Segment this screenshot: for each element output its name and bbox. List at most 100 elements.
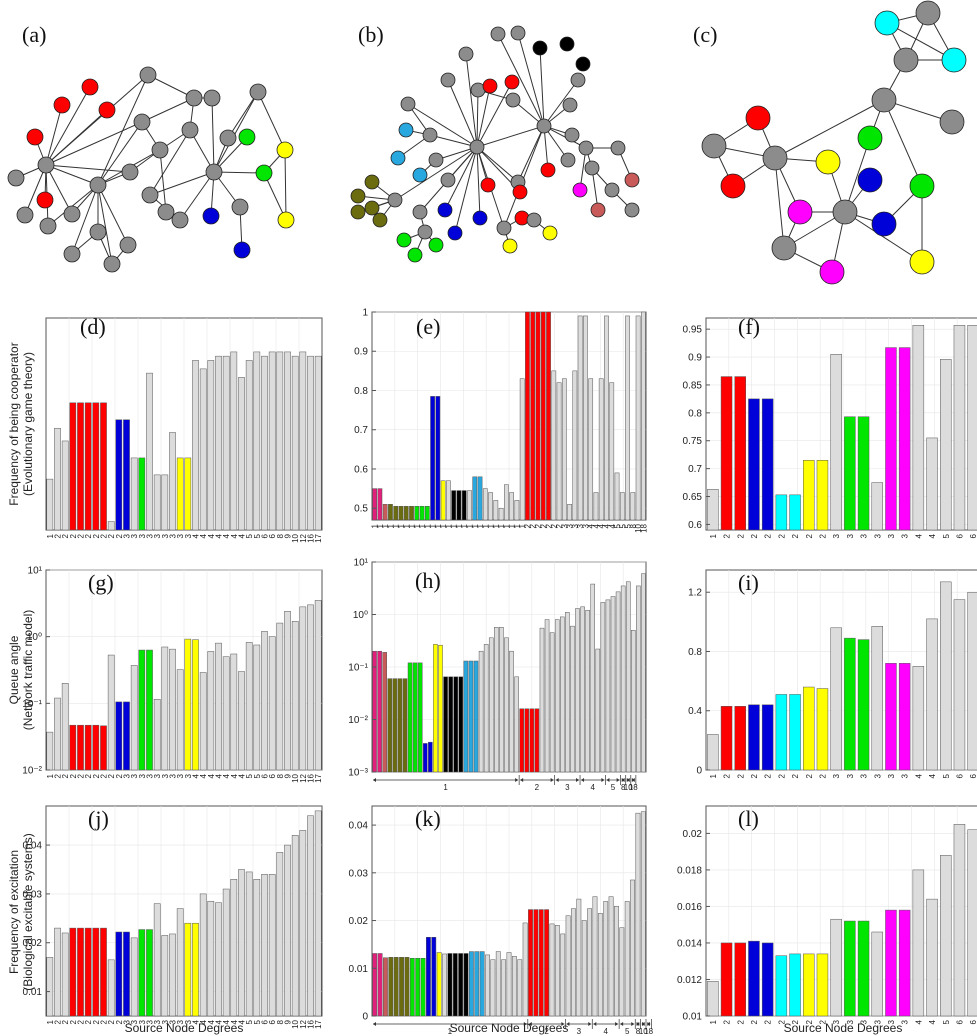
- network-edge: [476, 125, 545, 148]
- x-tick-label: 4: [238, 773, 247, 778]
- bar: [554, 925, 560, 1017]
- bar: [138, 929, 146, 1017]
- network-node: [624, 202, 640, 218]
- bar: [630, 492, 636, 521]
- y-tick-label: 10⁻¹: [22, 699, 42, 710]
- bar: [593, 492, 599, 521]
- y-tick-label: 0.03: [349, 868, 369, 879]
- x-tick-label: 10: [291, 773, 300, 782]
- bar: [600, 602, 606, 773]
- group-label: 4: [590, 783, 595, 792]
- x-tick-label: 2: [818, 533, 827, 538]
- panel-label: (h): [415, 568, 441, 593]
- network-node: [16, 206, 34, 224]
- x-tick-label: 2: [107, 533, 116, 538]
- network-edge: [97, 121, 143, 186]
- network-node: [915, 0, 941, 26]
- y-tick-label: 0.014: [677, 938, 702, 949]
- bar: [463, 660, 469, 773]
- bar: [857, 416, 870, 531]
- bar: [440, 480, 446, 521]
- bar: [199, 368, 207, 531]
- bar: [488, 637, 494, 773]
- group-arrowhead: [581, 778, 585, 782]
- network-edge: [444, 146, 478, 211]
- bar: [146, 649, 153, 771]
- group-label: 3: [577, 1027, 582, 1036]
- y-tick-label: 0.8: [354, 386, 368, 397]
- chart-f: 0.60.650.70.750.80.850.90.951 2 2 2 2 2 2 2 2 3 3 3…: [683, 317, 977, 538]
- x-tick-label: 5: [624, 523, 633, 528]
- bar: [276, 852, 284, 1017]
- x-tick-label: 2: [818, 773, 827, 778]
- panel-label: (a): [22, 22, 46, 47]
- x-tick-label: 18: [639, 523, 648, 532]
- y-axis-label: (Network traffic model): [21, 610, 35, 730]
- y-tick-label: 0.6: [688, 520, 702, 531]
- bar: [926, 618, 938, 771]
- network-node: [231, 198, 249, 216]
- bar: [382, 652, 387, 773]
- x-tick-label: 4: [222, 533, 231, 538]
- x-tick-label: 1: [381, 523, 390, 528]
- bar: [967, 591, 977, 771]
- x-tick-label: 10: [291, 1019, 300, 1028]
- bar: [399, 957, 404, 1017]
- bar: [115, 701, 123, 771]
- x-tick-label: 2: [69, 1019, 78, 1024]
- bar: [184, 922, 192, 1017]
- network-node: [584, 160, 600, 176]
- network-node: [745, 105, 771, 131]
- x-tick-label: 4: [222, 1019, 231, 1024]
- bar: [549, 632, 555, 773]
- bar: [560, 933, 566, 1017]
- x-tick-label: 5: [245, 773, 254, 778]
- x-tick-label: 5: [245, 1019, 254, 1024]
- bar: [458, 953, 464, 1017]
- bar: [615, 591, 621, 773]
- bar: [577, 315, 583, 521]
- group-arrowhead: [631, 778, 635, 782]
- bar: [100, 927, 107, 1017]
- bar: [707, 734, 719, 771]
- panel-label: (g): [88, 570, 114, 595]
- network-edge: [476, 89, 479, 148]
- bar: [284, 351, 291, 531]
- bar: [473, 660, 479, 773]
- network-node: [893, 47, 919, 73]
- x-tick-label: 1: [465, 523, 474, 528]
- network-edge: [774, 99, 885, 159]
- network-node: [53, 96, 71, 114]
- group-arrowhead: [621, 778, 625, 782]
- bar: [284, 611, 291, 771]
- bar: [816, 953, 829, 1017]
- x-tick-label: 9: [284, 1019, 293, 1024]
- bar: [620, 585, 626, 773]
- bar: [898, 663, 911, 771]
- x-tick-label: 4: [199, 533, 208, 538]
- bar: [268, 636, 276, 771]
- x-tick-label: 6: [261, 773, 270, 778]
- x-tick-label: 3: [184, 773, 193, 778]
- x-tick-label: 4: [238, 533, 247, 538]
- y-tick-label: 0.75: [683, 436, 703, 447]
- bar: [238, 377, 245, 531]
- y-tick-label: 0.02: [23, 938, 43, 949]
- group-arrowhead: [550, 778, 554, 782]
- x-tick-label: 4: [199, 773, 208, 778]
- x-tick-label: 2: [61, 773, 70, 778]
- network-node: [540, 162, 556, 178]
- y-tick-label: 0.65: [683, 492, 703, 503]
- bar: [107, 521, 115, 531]
- bar: [636, 585, 641, 773]
- bar: [940, 581, 952, 771]
- network-edge: [159, 149, 167, 213]
- x-tick-label: 1: [434, 523, 443, 528]
- network-edge: [45, 121, 143, 166]
- bar: [161, 646, 169, 771]
- bar: [176, 669, 184, 771]
- group-arrowhead: [636, 1022, 640, 1026]
- network-node: [469, 139, 485, 155]
- bar: [123, 419, 130, 531]
- bar: [530, 311, 536, 521]
